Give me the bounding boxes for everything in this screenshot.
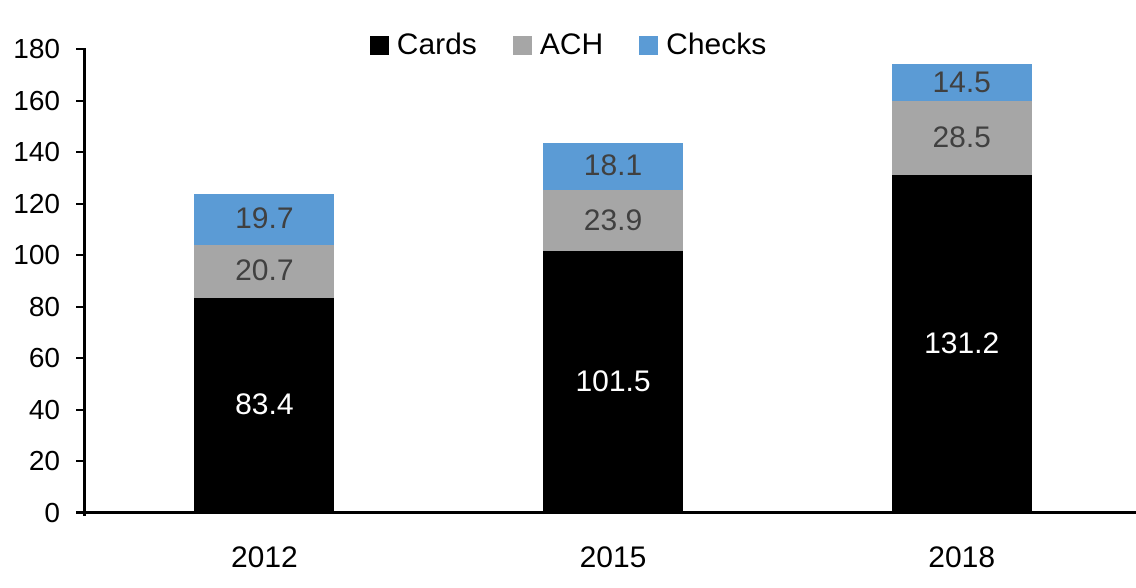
bar-value-label: 131.2: [924, 326, 1000, 360]
bar-segment: 83.4: [194, 298, 335, 513]
y-axis-tick: [76, 202, 83, 205]
y-tick-label: 140: [13, 136, 60, 168]
bar-segment: 101.5: [543, 251, 683, 513]
y-axis-tick: [76, 151, 83, 154]
bar-segment: 28.5: [891, 101, 1032, 175]
y-tick-label: 40: [28, 393, 60, 425]
bar-value-label: 101.5: [575, 365, 651, 399]
y-tick-label: 160: [13, 84, 60, 116]
bar-segment: 18.1: [543, 143, 683, 190]
legend-item: Checks: [639, 30, 766, 60]
y-tick-label: 20: [28, 445, 60, 477]
legend-label: ACH: [539, 28, 604, 61]
x-axis-label: 2015: [579, 541, 647, 574]
legend-swatch-cards: [369, 35, 389, 55]
legend-swatch-ach: [512, 35, 532, 55]
bar-segment: 19.7: [194, 193, 335, 245]
bar-segment: 23.9: [543, 189, 683, 252]
bar-segment: 14.5: [891, 63, 1032, 102]
y-tick-label: 80: [28, 290, 60, 322]
y-axis-tick: [76, 254, 83, 257]
x-axis-label: 2012: [230, 541, 298, 574]
y-tick-label: 180: [13, 33, 60, 64]
legend-label: Checks: [666, 28, 767, 61]
y-tick-label: 60: [28, 342, 60, 374]
y-tick-label: 100: [13, 239, 60, 271]
y-axis-tick: [76, 357, 83, 360]
bar-value-label: 20.7: [235, 254, 294, 288]
bar-value-label: 83.4: [235, 388, 294, 422]
y-tick-label: 120: [13, 187, 60, 219]
legend-item: ACH: [512, 28, 604, 61]
y-axis: [83, 48, 86, 516]
bar-value-label: 23.9: [583, 203, 643, 237]
y-axis-tick: [76, 305, 83, 308]
bar-segment: 131.2: [891, 174, 1032, 513]
y-axis-tick: [76, 460, 83, 463]
bar-value-label: 19.7: [235, 202, 294, 236]
y-axis-tick: [76, 408, 83, 411]
bar-value-label: 18.1: [583, 149, 643, 183]
legend-item: Cards: [369, 28, 477, 61]
y-axis-tick: [76, 512, 83, 514]
legend-label: Cards: [396, 28, 477, 61]
y-tick-label: 0: [44, 497, 60, 528]
y-axis-tick: [76, 99, 83, 102]
chart-legend: Cards ACH Checks: [0, 28, 1136, 62]
bar-value-label: 14.5: [932, 65, 991, 99]
bar-segment: 20.7: [194, 244, 335, 298]
legend-swatch-checks: [639, 35, 659, 55]
x-axis-label: 2018: [928, 541, 996, 574]
bar-value-label: 28.5: [932, 121, 991, 155]
y-axis-tick: [76, 48, 83, 50]
